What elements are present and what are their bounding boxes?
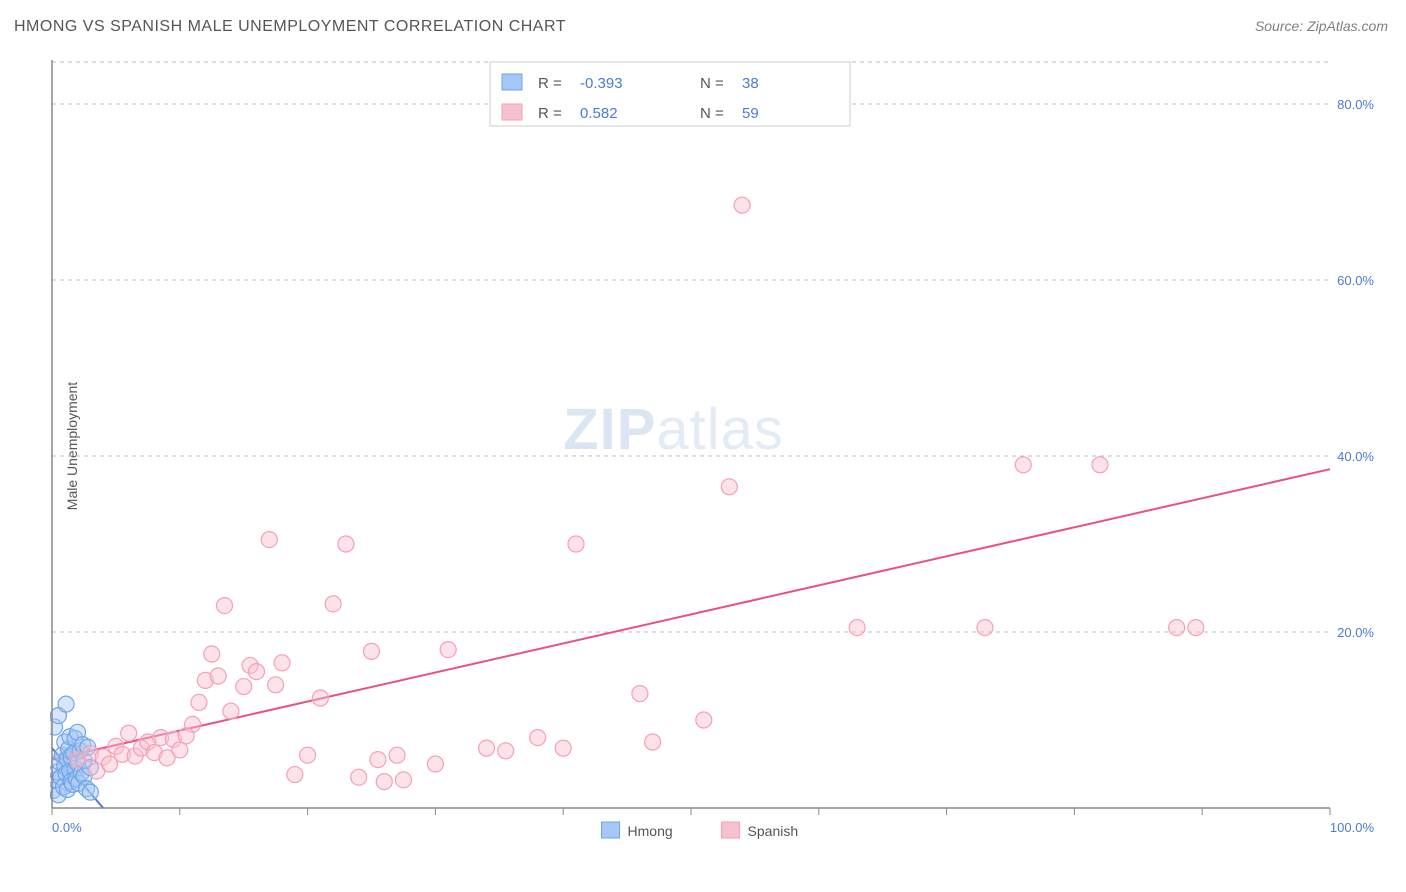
spanish-bottom-label: Spanish [748,823,799,839]
y-tick-label: 60.0% [1337,273,1374,288]
spanish-point [1169,620,1185,636]
spanish-point [287,767,303,783]
x-tick-label: 100.0% [1330,820,1375,835]
x-tick-label: 0.0% [52,820,82,835]
hmong-point [58,696,74,712]
spanish-point [248,664,264,680]
hmong-bottom-swatch [602,822,620,838]
chart-title: HMONG VS SPANISH MALE UNEMPLOYMENT CORRE… [14,18,566,36]
spanish-point [102,756,118,772]
hmong-n-value: 38 [742,75,759,92]
spanish-point [351,769,367,785]
chart-container: HMONG VS SPANISH MALE UNEMPLOYMENT CORRE… [0,0,1406,892]
hmong-swatch [502,74,522,90]
legend-r-label: R = [538,105,562,122]
spanish-n-value: 59 [742,105,759,122]
y-tick-label: 20.0% [1337,625,1374,640]
legend-bottom: Hmong Spanish [602,822,799,839]
spanish-point [364,643,380,659]
spanish-point [217,598,233,614]
spanish-point [204,646,220,662]
y-tick-label: 80.0% [1337,97,1374,112]
hmong-point [82,784,98,800]
spanish-point [325,596,341,612]
spanish-trendline [52,469,1330,759]
hmong-r-value: -0.393 [580,75,623,92]
spanish-point [1188,620,1204,636]
spanish-point [274,655,290,671]
spanish-point [370,752,386,768]
spanish-point [498,743,514,759]
spanish-point [395,772,411,788]
spanish-bottom-swatch [722,822,740,838]
spanish-point [191,694,207,710]
spanish-point [312,690,328,706]
spanish-point [1092,457,1108,473]
legend-r-label: R = [538,75,562,92]
plot-area: 20.0% 40.0% 60.0% 80.0% ZIPatlas 0.0% 100.0% R … [50,50,1380,840]
spanish-point [568,536,584,552]
spanish-point [849,620,865,636]
spanish-point [121,725,137,741]
spanish-point [376,774,392,790]
y-tick-label: 40.0% [1337,449,1374,464]
legend-n-label: N = [700,105,724,122]
hmong-bottom-label: Hmong [628,823,673,839]
spanish-point [261,532,277,548]
spanish-point [427,756,443,772]
spanish-point [178,728,194,744]
spanish-r-value: 0.582 [580,105,618,122]
spanish-point [223,703,239,719]
spanish-swatch [502,104,522,120]
legend-n-label: N = [700,75,724,92]
spanish-point [268,677,284,693]
spanish-point [236,679,252,695]
spanish-point [645,734,661,750]
spanish-point [440,642,456,658]
watermark: ZIPatlas [563,397,784,462]
spanish-point [1015,457,1031,473]
spanish-point [734,197,750,213]
legend-stats: R = -0.393 N = 38 R = 0.582 N = 59 [490,62,850,126]
spanish-point [530,730,546,746]
scatter-svg: 20.0% 40.0% 60.0% 80.0% ZIPatlas 0.0% 100.0% R … [50,50,1380,840]
spanish-point [479,740,495,756]
spanish-point [210,668,226,684]
source-label: Source: ZipAtlas.com [1255,18,1388,34]
spanish-point [389,747,405,763]
spanish-point [696,712,712,728]
spanish-point [300,747,316,763]
spanish-point [338,536,354,552]
spanish-point [721,479,737,495]
spanish-point [977,620,993,636]
spanish-point [555,740,571,756]
spanish-point [632,686,648,702]
